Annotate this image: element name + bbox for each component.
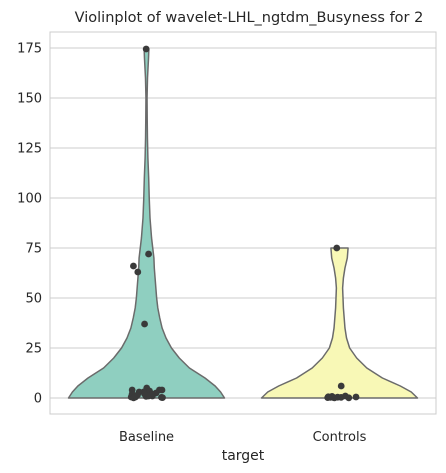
y-tick-labels: 0 25 50 75 100 125 150 175 [17, 42, 42, 407]
y-tick-label: 175 [17, 42, 42, 57]
data-point [333, 244, 341, 252]
data-point [142, 45, 150, 53]
y-tick-label: 50 [25, 292, 42, 307]
data-point [337, 394, 345, 401]
x-tick-label: Controls [313, 430, 367, 445]
data-point [158, 386, 166, 394]
data-points [127, 45, 360, 402]
data-point [345, 394, 353, 402]
data-point [337, 382, 345, 390]
y-tick-label: 150 [17, 92, 42, 107]
plot-frame [49, 31, 437, 415]
data-point [159, 394, 166, 401]
y-tick-label: 100 [17, 192, 42, 207]
data-point [132, 392, 140, 400]
x-tick-label: Baseline [119, 430, 174, 445]
y-tick-label: 0 [34, 392, 42, 407]
data-point [352, 393, 360, 401]
data-point [141, 390, 149, 398]
violin-baseline [67, 48, 226, 399]
y-tick-label: 25 [25, 342, 42, 357]
violins [67, 48, 419, 399]
data-point [331, 394, 338, 402]
violin-controls [260, 247, 419, 399]
x-axis-label: target [222, 448, 265, 464]
data-point [134, 268, 142, 276]
y-tick-label: 125 [17, 142, 42, 157]
y-tick-label: 75 [25, 242, 42, 257]
data-point [141, 320, 148, 328]
data-point [324, 394, 332, 401]
chart-title: Violinplot of wavelet-LHL_ngtdm_Busyness… [75, 10, 424, 26]
data-point [145, 250, 152, 258]
grid-lines [50, 47, 436, 399]
data-point [130, 262, 137, 270]
x-tick-labels: Baseline Controls [119, 430, 367, 445]
